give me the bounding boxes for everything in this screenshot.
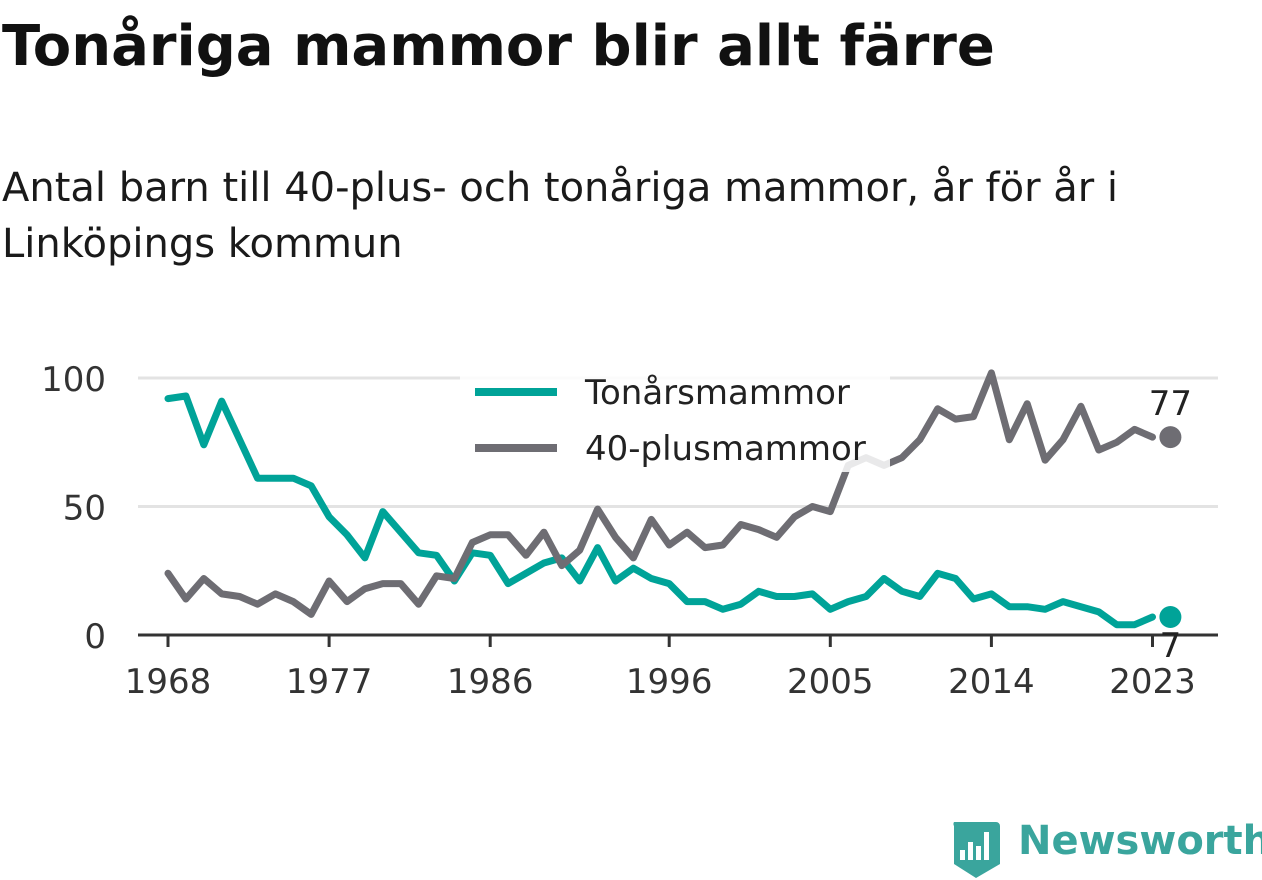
legend-background — [460, 366, 890, 472]
y-tick-label: 100 — [41, 360, 106, 400]
y-tick-label: 0 — [84, 617, 106, 657]
end-marker — [1159, 426, 1182, 449]
x-tick-label: 1968 — [125, 662, 212, 702]
end-marker — [1159, 606, 1182, 629]
y-tick-label: 50 — [63, 489, 106, 529]
x-tick-label: 1986 — [447, 662, 534, 702]
series-line — [164, 369, 1156, 618]
chart-title: Tonåriga mammor blir allt färre — [2, 14, 995, 79]
legend-label: 40-plusmammor — [585, 429, 866, 469]
x-tick-label: 1996 — [626, 662, 713, 702]
series-line — [164, 392, 1156, 629]
x-tick-label: 2005 — [787, 662, 874, 702]
x-tick-label: 1977 — [286, 662, 373, 702]
newsworthy-logo-icon — [953, 822, 1000, 878]
end-label: 7 — [1160, 626, 1182, 666]
brand-name: Newsworthy — [1018, 818, 1262, 864]
end-label: 77 — [1149, 384, 1192, 424]
x-tick-label: 2023 — [1109, 662, 1196, 702]
chart-subtitle: Antal barn till 40-plus- och tonåriga ma… — [2, 165, 1119, 267]
x-tick-label: 2014 — [948, 662, 1035, 702]
line-chart: 0 50 100 Tonårsmammor 40-plusmammor 1968 1977 1… — [41, 360, 1218, 702]
legend-label: Tonårsmammor — [584, 373, 850, 413]
